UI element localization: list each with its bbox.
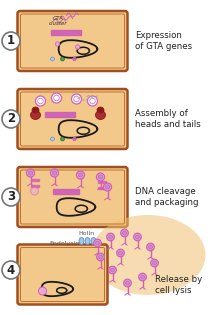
- Circle shape: [52, 171, 57, 175]
- Circle shape: [108, 235, 113, 239]
- Circle shape: [139, 273, 146, 281]
- Circle shape: [77, 171, 84, 179]
- Text: 3: 3: [7, 191, 15, 203]
- Circle shape: [55, 42, 60, 46]
- FancyBboxPatch shape: [18, 11, 128, 71]
- Circle shape: [122, 231, 126, 235]
- Ellipse shape: [31, 111, 40, 119]
- Ellipse shape: [97, 107, 104, 113]
- Circle shape: [97, 173, 104, 181]
- Circle shape: [51, 57, 55, 61]
- Bar: [44, 112, 75, 117]
- Circle shape: [31, 187, 38, 195]
- Circle shape: [2, 32, 20, 50]
- Circle shape: [151, 259, 158, 267]
- Circle shape: [73, 137, 76, 141]
- Ellipse shape: [32, 107, 39, 113]
- FancyBboxPatch shape: [18, 167, 128, 227]
- Circle shape: [75, 45, 80, 49]
- Circle shape: [135, 235, 139, 239]
- Text: Release by
cell lysis: Release by cell lysis: [155, 275, 202, 295]
- FancyBboxPatch shape: [18, 89, 128, 149]
- Text: Expression
of GTA genes: Expression of GTA genes: [135, 31, 192, 51]
- Circle shape: [110, 268, 115, 272]
- Ellipse shape: [90, 215, 205, 295]
- Text: Holin: Holin: [79, 231, 95, 236]
- Bar: [97, 180, 106, 183]
- Circle shape: [124, 279, 131, 287]
- FancyBboxPatch shape: [18, 244, 108, 305]
- Text: 4: 4: [7, 264, 15, 277]
- Circle shape: [118, 251, 123, 255]
- Bar: [31, 179, 38, 181]
- Circle shape: [72, 94, 81, 104]
- Circle shape: [26, 169, 35, 177]
- Circle shape: [97, 253, 104, 261]
- Circle shape: [28, 171, 33, 175]
- Text: Endolysin: Endolysin: [49, 241, 80, 246]
- Circle shape: [109, 266, 116, 274]
- Bar: [97, 186, 106, 189]
- Circle shape: [2, 110, 20, 128]
- Circle shape: [94, 239, 101, 247]
- Text: GTA
cluster: GTA cluster: [49, 16, 68, 26]
- Circle shape: [61, 57, 64, 61]
- Circle shape: [98, 175, 103, 179]
- Ellipse shape: [91, 238, 96, 244]
- Circle shape: [51, 169, 59, 177]
- Ellipse shape: [79, 238, 84, 244]
- Circle shape: [2, 261, 20, 279]
- Circle shape: [78, 173, 83, 177]
- Circle shape: [152, 261, 157, 265]
- Circle shape: [2, 188, 20, 206]
- Circle shape: [117, 249, 124, 257]
- Circle shape: [95, 241, 100, 245]
- Text: 1: 1: [7, 35, 15, 48]
- Circle shape: [134, 233, 141, 241]
- Circle shape: [121, 229, 128, 237]
- Circle shape: [88, 96, 97, 106]
- Bar: [31, 185, 38, 187]
- Ellipse shape: [85, 238, 90, 244]
- Circle shape: [105, 185, 110, 189]
- Bar: [53, 188, 79, 194]
- Circle shape: [147, 243, 154, 251]
- Circle shape: [140, 275, 145, 279]
- Text: 2: 2: [7, 112, 15, 125]
- Circle shape: [107, 233, 114, 241]
- Circle shape: [35, 96, 46, 106]
- Text: Assembly of
heads and tails: Assembly of heads and tails: [135, 109, 201, 129]
- Circle shape: [51, 93, 62, 103]
- Circle shape: [38, 287, 46, 295]
- Circle shape: [125, 281, 130, 285]
- Circle shape: [98, 255, 103, 259]
- Circle shape: [51, 137, 55, 141]
- Bar: [51, 30, 81, 35]
- Ellipse shape: [95, 111, 106, 119]
- Circle shape: [103, 183, 112, 191]
- Circle shape: [73, 57, 76, 61]
- Circle shape: [61, 137, 64, 141]
- Text: DNA cleavage
and packaging: DNA cleavage and packaging: [135, 186, 198, 207]
- Circle shape: [148, 245, 153, 249]
